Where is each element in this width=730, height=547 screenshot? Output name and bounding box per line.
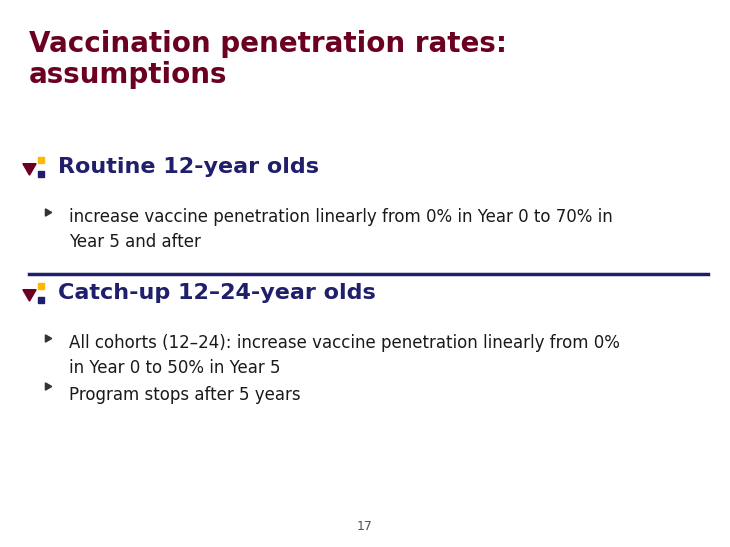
Text: Vaccination penetration rates:
assumptions: Vaccination penetration rates: assumptio… — [29, 30, 507, 89]
Text: Program stops after 5 years: Program stops after 5 years — [69, 386, 301, 404]
Text: Catch-up 12–24-year olds: Catch-up 12–24-year olds — [58, 283, 376, 302]
Text: 17: 17 — [357, 520, 373, 533]
Text: increase vaccine penetration linearly from 0% in Year 0 to 70% in
Year 5 and aft: increase vaccine penetration linearly fr… — [69, 208, 613, 251]
Text: All cohorts (12–24): increase vaccine penetration linearly from 0%
in Year 0 to : All cohorts (12–24): increase vaccine pe… — [69, 334, 620, 377]
Text: Routine 12-year olds: Routine 12-year olds — [58, 157, 320, 177]
